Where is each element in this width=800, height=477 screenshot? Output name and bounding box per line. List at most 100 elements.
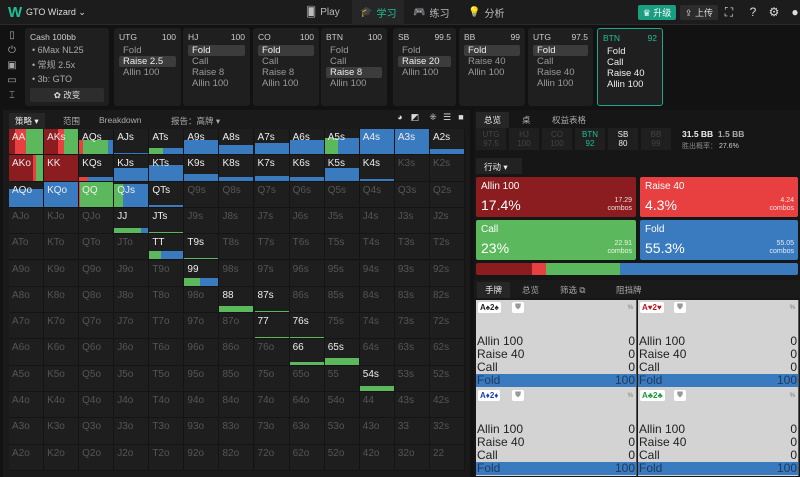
app-switcher[interactable]: GTO Wizard ⌄ [26, 7, 86, 17]
hand-cell[interactable]: 22 [429, 444, 465, 471]
hand-cell[interactable]: J7s [254, 207, 290, 235]
hand-cell[interactable]: K2o [44, 444, 80, 471]
shield-icon[interactable]: ⛊ [512, 390, 524, 401]
square-icon[interactable]: ■ [458, 112, 464, 122]
hand-cell[interactable]: 82s [429, 286, 465, 314]
hand-cell[interactable]: Q5s [324, 181, 360, 208]
hand-cell[interactable]: 43o [359, 418, 395, 445]
hand-cell[interactable]: 76s [289, 313, 325, 340]
hand-cell[interactable]: 64o [289, 392, 325, 419]
hand-cell[interactable]: A5o [9, 365, 44, 392]
hand-cell[interactable]: AQs [79, 129, 115, 156]
action-option[interactable]: Allin 100 [607, 79, 644, 90]
hand-cell[interactable]: 84s [359, 286, 395, 314]
hand-cell[interactable]: T3s [394, 234, 430, 261]
hand-cell[interactable]: 85o [219, 365, 255, 392]
hand-cell[interactable]: QTo [79, 234, 115, 261]
action-box-call[interactable]: Call 23% 22.91 combos [476, 220, 636, 260]
action-option[interactable]: Call [330, 56, 347, 67]
hand-cell[interactable]: J8o [114, 286, 150, 314]
pie-icon[interactable]: ◕ [397, 112, 403, 122]
action-option[interactable]: Call [537, 56, 554, 67]
hand-cell[interactable]: 76o [254, 339, 290, 366]
hand-cell[interactable]: QTs [149, 181, 185, 208]
hand-cell[interactable]: A5s [324, 129, 360, 156]
logo[interactable]: W [8, 4, 23, 21]
hand-cell[interactable]: Q4s [359, 181, 395, 208]
hand-cell[interactable]: A7s [254, 129, 290, 156]
hand-cell[interactable]: 62o [289, 444, 325, 471]
hand-cell[interactable]: Q5o [79, 365, 115, 392]
hand-cell[interactable]: A8s [219, 129, 255, 156]
hand-cell[interactable]: J3o [114, 418, 150, 445]
hand-combo-card[interactable]: A♥2♥ ⛊% Allin 100 0 Raise 40 0 Call 0 Fold 100 [638, 300, 799, 388]
action-card-btn[interactable]: BTN 100 Fold Call Raise 8 Allin 100 [321, 28, 387, 106]
action-box-raise-40[interactable]: Raise 40 4.3% 4.24 combos [640, 177, 798, 217]
hand-cell[interactable]: A7o [9, 313, 44, 340]
hand-cell[interactable]: J9s [184, 207, 220, 235]
hand-cell[interactable]: 93s [394, 260, 430, 287]
hand-cell[interactable]: 77 [254, 313, 290, 340]
hand-cell[interactable]: 32o [394, 444, 430, 471]
hand-cell[interactable]: 64s [359, 339, 395, 366]
hand-cell[interactable]: Q9s [184, 181, 220, 208]
hand-cell[interactable]: 94s [359, 260, 395, 287]
hand-cell[interactable]: 62s [429, 339, 465, 366]
hand-cell[interactable]: 74o [254, 392, 290, 419]
action-option[interactable]: Allin 100 [330, 78, 367, 89]
action-option[interactable]: Allin 100 [402, 67, 439, 78]
tab-equity[interactable]: 权益表格 [552, 115, 587, 125]
power-icon[interactable]: ⏻ [8, 45, 16, 56]
hand-cell[interactable]: 96o [184, 339, 220, 366]
hand-cell[interactable]: 82o [219, 444, 255, 471]
hand-cell[interactable]: J7o [114, 313, 150, 340]
hand-cell[interactable]: J2o [114, 444, 150, 471]
action-option[interactable]: Fold [464, 45, 520, 56]
action-card-sb[interactable]: SB 99.5 Fold Raise 20 Allin 100 [393, 28, 456, 106]
hand-cell[interactable]: A6s [289, 129, 325, 156]
hand-cell[interactable]: A9s [184, 129, 220, 156]
hand-cell[interactable]: 74s [359, 313, 395, 340]
hand-cell[interactable]: 98o [184, 286, 220, 314]
text-cursor-icon[interactable]: ⌶ [9, 90, 15, 101]
hand-cell[interactable]: KTs [149, 155, 185, 182]
action-option[interactable]: Allin 100 [123, 67, 160, 78]
change-button[interactable]: ✿ 改变 [30, 88, 104, 102]
hand-cell[interactable]: 84o [219, 392, 255, 419]
nav-practice[interactable]: 🎮 练习 [405, 0, 457, 25]
hand-cell[interactable]: T7s [254, 234, 290, 261]
hand-cell[interactable]: 44 [359, 392, 395, 419]
hand-cell[interactable]: 75s [324, 313, 360, 340]
hand-cell[interactable]: 52o [324, 444, 360, 471]
hand-cell[interactable]: J3s [394, 207, 430, 235]
hand-cell[interactable]: KQs [79, 155, 115, 182]
hand-cell[interactable]: Q3s [394, 181, 430, 208]
hand-cell[interactable]: 42s [429, 392, 465, 419]
action-card-btn[interactable]: BTN 92 Fold Call Raise 40 Allin 100 [597, 28, 663, 106]
tab-filter[interactable]: 筛选 ⧉ [560, 285, 586, 295]
action-option[interactable]: Fold [533, 45, 588, 56]
hand-cell[interactable]: 55 [324, 365, 360, 392]
hand-cell[interactable]: J6o [114, 339, 150, 366]
hand-cell[interactable]: K5s [324, 155, 360, 182]
hand-cell[interactable]: T6o [149, 339, 185, 366]
action-option[interactable]: Call [262, 56, 279, 67]
hand-cell[interactable]: T6s [289, 234, 325, 261]
hand-cell[interactable]: 87o [219, 313, 255, 340]
hand-cell[interactable]: 54o [324, 392, 360, 419]
hand-cell[interactable]: 53s [394, 365, 430, 392]
action-option[interactable]: Raise 8 [262, 67, 295, 78]
hand-cell[interactable]: T4s [359, 234, 395, 261]
hand-cell[interactable]: T5s [324, 234, 360, 261]
hand-combo-card[interactable]: A♣2♣ ⛊% Allin 100 0 Raise 40 0 Call 0 Fold 100 [638, 388, 799, 476]
action-box-fold[interactable]: Fold 55.3% 55.05 combos [640, 220, 798, 260]
nav-study[interactable]: 🎓 学习 [352, 0, 405, 25]
hand-cell[interactable]: KK [44, 155, 80, 182]
hand-cell[interactable]: K7s [254, 155, 290, 182]
upload-button[interactable]: ⇪ 上传 [680, 5, 718, 20]
hand-cell[interactable]: KQo [44, 181, 80, 208]
hand-cell[interactable]: 99 [184, 260, 220, 287]
action-option[interactable]: Fold [258, 45, 314, 56]
hand-cell[interactable]: 97o [184, 313, 220, 340]
hand-cell[interactable]: K9o [44, 260, 80, 287]
